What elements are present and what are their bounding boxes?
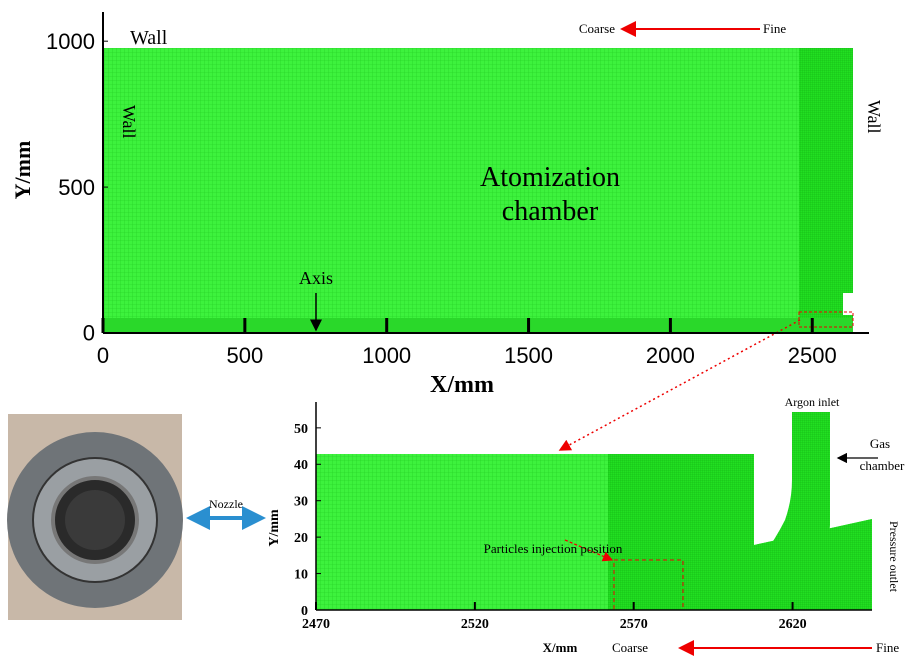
coarse-label: Coarse: [579, 21, 615, 36]
x-tick-label: 0: [97, 343, 109, 368]
fine-mesh: [608, 454, 872, 610]
wall-label: Wall: [130, 27, 168, 49]
region-label: Atomization: [480, 162, 620, 193]
y-tick-label: 40: [294, 458, 308, 473]
x-tick-label: 2620: [779, 617, 807, 632]
chamber-label: Gas: [870, 436, 890, 451]
x-tick-label: 2570: [620, 617, 648, 632]
y-tick-label: 20: [294, 531, 308, 546]
y-tick-label: 1000: [46, 29, 95, 54]
wall-label: Wall: [864, 100, 884, 134]
y-tick-label: 50: [294, 422, 308, 437]
y-axis-title: Y/mm: [267, 509, 282, 547]
y-tick-label: 500: [58, 175, 95, 200]
x-axis-title: X/mm: [430, 372, 494, 398]
chamber-label: chamber: [860, 458, 905, 473]
nozzle-label: Nozzle: [209, 497, 243, 511]
x-tick-label: 2470: [302, 617, 330, 632]
wall-label: Wall: [119, 105, 139, 139]
fine-label: Fine: [876, 640, 899, 655]
outlet-label: Pressure outlet: [887, 521, 901, 593]
x-tick-label: 2000: [646, 343, 695, 368]
y-axis-title: Y/mm: [10, 141, 35, 200]
coarse-mesh: [103, 48, 799, 333]
figure: Nozzle 050010001500200025000500100024702…: [0, 0, 916, 656]
x-tick-label: 2520: [461, 617, 489, 632]
y-tick-label: 0: [83, 321, 95, 346]
fine-label: Fine: [763, 21, 786, 36]
x-tick-label: 1500: [504, 343, 553, 368]
zoom-arrow: [560, 320, 800, 450]
fine-mesh: [799, 48, 853, 333]
x-tick-label: 1000: [362, 343, 411, 368]
inlet-label: Argon inlet: [785, 395, 840, 409]
injection-label: Particles injection position: [484, 541, 623, 556]
y-tick-label: 30: [294, 495, 308, 510]
axis-mesh: [103, 318, 853, 333]
nozzle-photo: [7, 414, 183, 620]
coarse-label: Coarse: [612, 640, 648, 655]
y-tick-label: 0: [301, 604, 308, 619]
x-tick-label: 2500: [788, 343, 837, 368]
x-axis-title: X/mm: [543, 640, 578, 655]
region-label: chamber: [502, 196, 599, 227]
x-tick-label: 500: [226, 343, 263, 368]
y-tick-label: 10: [294, 567, 308, 582]
axis-label: Axis: [299, 268, 333, 288]
gas-chamber-mesh: [760, 412, 830, 560]
